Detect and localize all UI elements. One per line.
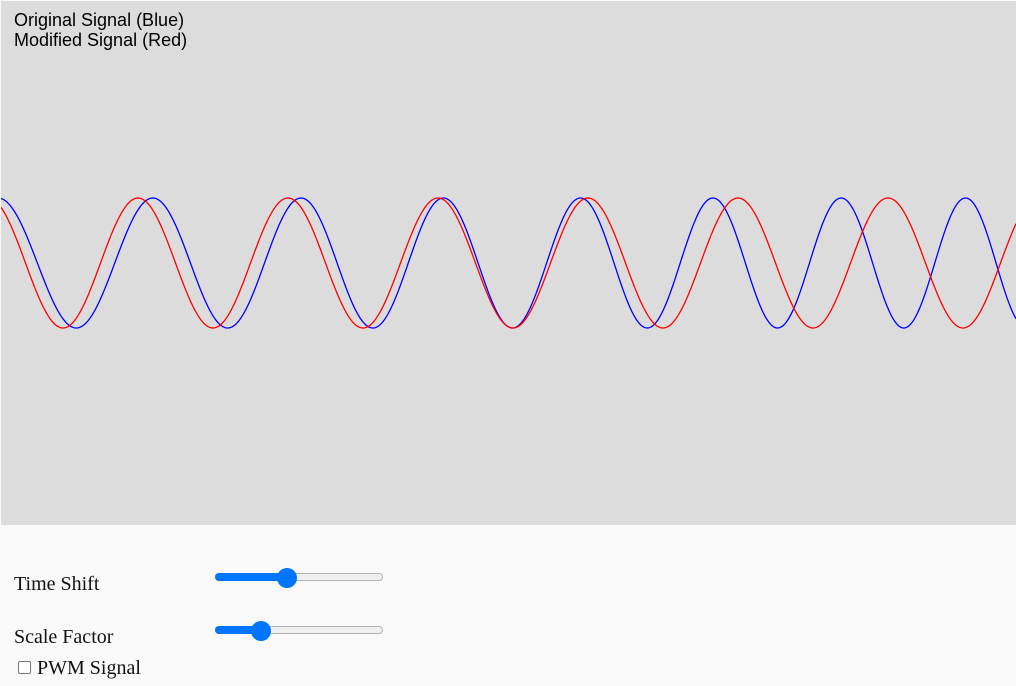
scale-factor-label: Scale Factor <box>14 626 114 648</box>
pwm-checkbox[interactable] <box>18 660 31 674</box>
slider-thumb[interactable] <box>277 568 298 588</box>
original-signal-legend: Original Signal (Blue) <box>14 10 185 30</box>
modified-signal-line <box>1 197 1016 329</box>
time-shift-slider[interactable] <box>215 568 383 588</box>
slider-fill <box>215 626 261 634</box>
pwm-option[interactable]: PWM Signal <box>18 657 141 680</box>
modified-signal-legend: Modified Signal (Red) <box>14 30 188 50</box>
time-shift-label: Time Shift <box>14 573 100 595</box>
slider-thumb[interactable] <box>250 621 271 641</box>
scale-factor-slider[interactable] <box>215 621 383 641</box>
slider-fill <box>215 573 288 581</box>
pwm-signal-label: PWM Signal <box>37 657 141 679</box>
signal-canvas: Original Signal (Blue) Modified Signal (… <box>1 1 1016 525</box>
signal-plot <box>1 197 1016 329</box>
original-signal-line <box>1 197 1016 329</box>
